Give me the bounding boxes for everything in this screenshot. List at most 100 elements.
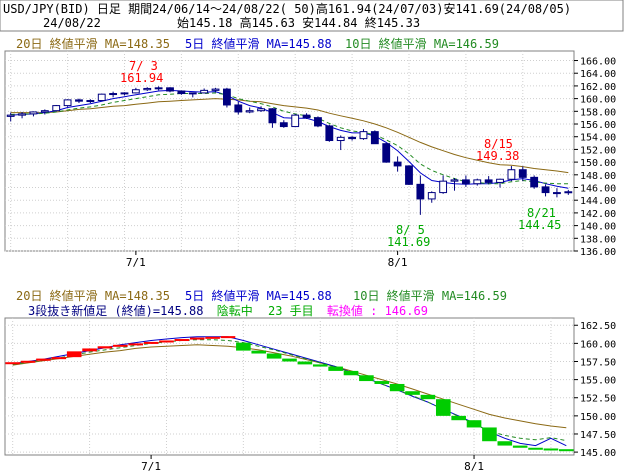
y-tick-label: 158.00 xyxy=(580,107,616,118)
shinne-brick xyxy=(189,337,205,340)
candle-body xyxy=(6,114,15,117)
candle-body xyxy=(120,92,129,95)
candle-body xyxy=(291,114,300,128)
shinne-brick xyxy=(497,441,513,446)
y-tick-label: 140.00 xyxy=(580,222,616,233)
x-tick-label: 8/1 xyxy=(388,256,408,269)
shinne-panel: 145.00 147.50 150.00 152.50 155.00 157.50 160.… xyxy=(4,317,616,473)
y-tick-label: 166.00 xyxy=(580,57,616,68)
shinne-brick xyxy=(482,427,497,442)
shinne-brick xyxy=(559,449,574,452)
shinne-info-count: 23 手目 xyxy=(268,304,314,318)
shinne-brick xyxy=(236,342,251,351)
candle-body xyxy=(348,136,357,140)
shinne-brick xyxy=(205,336,220,339)
shinne-brick xyxy=(359,375,374,382)
candle-body xyxy=(496,178,504,183)
candle-body xyxy=(177,90,186,95)
y-tick-label: 138.00 xyxy=(580,234,616,245)
shinne-brick xyxy=(451,415,466,421)
shinne-brick xyxy=(543,448,559,451)
candle-body xyxy=(18,113,26,116)
annotation-high-value: 161.94 xyxy=(120,71,163,85)
annotation-p815-date: 8/15 xyxy=(484,137,513,151)
legend-ma20: 20日 終値平滑 MA=148.35 xyxy=(16,36,170,51)
candle-body xyxy=(63,99,72,107)
shinne-info-prefix: 3段抜き新値足 (終値)=145.88 xyxy=(28,303,203,318)
annotation-p815-value: 149.38 xyxy=(476,149,519,163)
y-tick-label: 164.00 xyxy=(580,69,616,80)
candle-body xyxy=(461,179,470,185)
shinne-brick xyxy=(374,381,390,384)
shinne-brick xyxy=(435,399,451,416)
shinne-brick xyxy=(174,339,190,342)
header-title: USD/JPY(BID) 日足 期間24/06/14～24/08/22( 50)… xyxy=(3,1,571,16)
y-tick-label: 160.00 xyxy=(580,95,616,106)
shinne-brick xyxy=(20,360,36,363)
y-tick-label: 152.00 xyxy=(580,145,616,156)
annotation-low-date: 8/ 5 xyxy=(396,223,425,237)
candle-body xyxy=(541,186,550,194)
shinne-brick xyxy=(266,353,282,359)
annotation-p821-value: 144.45 xyxy=(518,218,561,232)
candle-body xyxy=(518,169,527,178)
shinne-brick xyxy=(113,344,128,347)
candle-body xyxy=(143,87,152,91)
candle-body xyxy=(553,192,561,195)
candle-body xyxy=(200,89,209,94)
candle-body xyxy=(131,89,140,94)
x-tick-label: 7/1 xyxy=(141,460,161,473)
legend2-ma20: 20日 終値平滑 MA=148.35 xyxy=(16,288,170,303)
shinne-brick xyxy=(36,358,51,361)
y-tick-label: 156.00 xyxy=(580,120,616,131)
shinne-brick xyxy=(51,357,67,360)
shinne-brick xyxy=(143,341,159,344)
shinne-brick xyxy=(528,447,543,450)
shinne-info: 3段抜き新値足 (終値)=145.88 陰転中 23 手目 転換値 : 146.… xyxy=(28,303,428,318)
candle-body xyxy=(336,136,345,142)
shinne-brick xyxy=(282,358,297,362)
candle-body xyxy=(40,110,49,113)
x-tick-label: 8/1 xyxy=(464,460,484,473)
plot-frame xyxy=(4,317,575,456)
candle-body xyxy=(439,180,448,194)
ma-line-ma20 xyxy=(10,98,569,174)
candle-body xyxy=(188,92,197,95)
candle-body xyxy=(325,125,334,142)
candle-body xyxy=(359,131,368,140)
candle-body xyxy=(52,105,61,112)
candle-body xyxy=(405,165,413,185)
shinne-brick xyxy=(220,336,236,339)
y-tick-label: 147.50 xyxy=(580,430,616,441)
shinne-brick xyxy=(389,383,405,392)
candle-body xyxy=(75,99,83,102)
candle-body xyxy=(507,169,516,180)
candle-body xyxy=(302,114,311,119)
candle-body xyxy=(86,100,95,103)
shinne-brick xyxy=(128,343,144,346)
candle-body xyxy=(268,108,277,124)
y-tick-label: 162.50 xyxy=(580,321,616,332)
y-tick-label: 157.50 xyxy=(580,357,616,368)
candle-body xyxy=(29,111,38,115)
candle-body xyxy=(450,179,459,182)
candle-body xyxy=(393,161,402,167)
y-tick-label: 160.00 xyxy=(580,339,616,350)
candle-body xyxy=(222,88,231,106)
candle-body xyxy=(564,191,573,194)
candle-body xyxy=(245,110,254,113)
shinne-brick xyxy=(159,340,174,343)
shinne-brick xyxy=(466,420,482,428)
shinne-brick xyxy=(512,445,528,448)
y-tick-label: 145.00 xyxy=(580,448,616,459)
header-date: 24/08/22 xyxy=(43,16,101,30)
header-ohlc: 始145.18 高145.63 安144.84 終145.33 xyxy=(177,15,420,30)
legend-ma10: 10日 終値平滑 MA=146.59 xyxy=(345,36,499,51)
y-tick-label: 162.00 xyxy=(580,82,616,93)
shinne-brick xyxy=(297,361,313,365)
candle-body xyxy=(370,131,379,145)
y-tick-label: 155.00 xyxy=(580,376,616,387)
annotation-low-value: 141.69 xyxy=(387,235,430,249)
y-tick-label: 144.00 xyxy=(580,196,616,207)
